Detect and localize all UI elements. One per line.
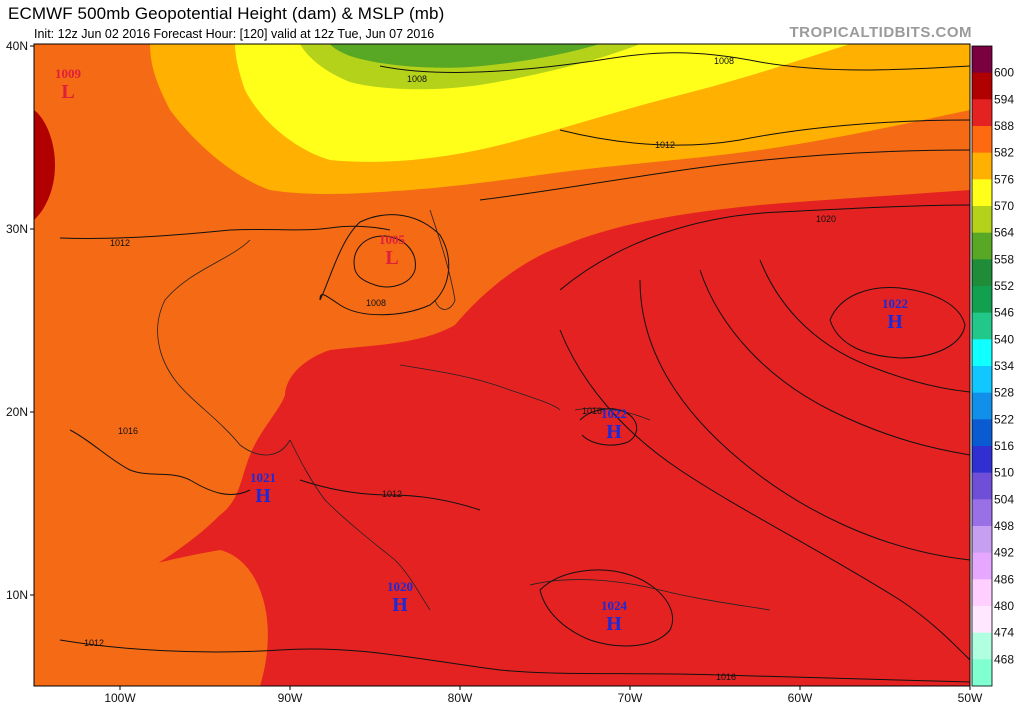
colorbar-swatch — [972, 339, 992, 367]
lon-label: 100W — [104, 691, 136, 705]
high-pressure-mark: H — [606, 613, 622, 635]
isobar-label: 1012 — [110, 238, 130, 248]
high-pressure-mark: H — [887, 311, 903, 333]
colorbar: 600 594 588 582 576 570 564 558 552 546 540 534 528 5… — [971, 45, 1014, 687]
high-pressure-mark: H — [255, 485, 271, 507]
colorbar-label: 576 — [994, 172, 1014, 186]
colorbar-label: 534 — [994, 359, 1014, 373]
colorbar-label: 468 — [994, 652, 1014, 666]
pressure-value: 1020 — [387, 579, 413, 594]
pressure-value: 1022 — [882, 296, 908, 311]
colorbar-label: 522 — [994, 412, 1014, 426]
high-pressure-mark: H — [392, 594, 408, 616]
lon-label: 90W — [278, 691, 303, 705]
colorbar-swatch — [972, 419, 992, 447]
pressure-value: 1009 — [55, 66, 82, 81]
colorbar-swatch — [972, 579, 992, 607]
colorbar-swatch — [972, 232, 992, 260]
colorbar-swatch — [972, 606, 992, 634]
colorbar-label: 510 — [994, 466, 1014, 480]
colorbar-label: 558 — [994, 252, 1014, 266]
colorbar-swatch — [972, 126, 992, 154]
isobar-labels: 1008 1008 1012 1012 1016 1020 1012 1012 1016 1016… — [84, 56, 836, 682]
colorbar-label: 528 — [994, 386, 1014, 400]
colorbar-label: 570 — [994, 199, 1014, 213]
colorbar-swatch — [972, 366, 992, 394]
colorbar-label: 594 — [994, 92, 1014, 106]
isobar-label: 1008 — [407, 74, 427, 84]
lat-label: 10N — [6, 588, 28, 602]
watermark: TROPICALTIDBITS.COM — [789, 24, 972, 41]
isobar-label: 1008 — [714, 56, 734, 66]
isobar-label: 1016 — [582, 406, 602, 416]
isobar-label: 1012 — [382, 489, 402, 499]
lat-label: 20N — [6, 405, 28, 419]
colorbar-label: 498 — [994, 519, 1014, 533]
colorbar-swatch — [972, 259, 992, 287]
lon-label: 80W — [448, 691, 473, 705]
colorbar-swatch — [972, 286, 992, 314]
high-pressure-mark: H — [606, 421, 622, 443]
colorbar-label: 486 — [994, 572, 1014, 586]
colorbar-label: 600 — [994, 66, 1014, 80]
lon-label: 50W — [958, 691, 983, 705]
isobar-label: 1012 — [84, 638, 104, 648]
colorbar-label: 546 — [994, 306, 1014, 320]
colorbar-swatch — [972, 206, 992, 234]
map-title: ECMWF 500mb Geopotential Height (dam) & … — [8, 4, 445, 23]
colorbar-swatch — [972, 392, 992, 420]
pressure-value: 1021 — [250, 470, 276, 485]
map-subtitle: Init: 12z Jun 02 2016 Forecast Hour: [12… — [34, 27, 435, 41]
map-border — [33, 43, 971, 687]
colorbar-swatch — [972, 659, 992, 687]
lon-label: 70W — [618, 691, 643, 705]
colorbar-swatch — [972, 99, 992, 127]
lat-label: 40N — [6, 39, 28, 53]
map-field — [34, 44, 970, 686]
colorbar-border — [971, 45, 993, 687]
pressure-value: 1005 — [379, 232, 406, 247]
height-band-558 — [330, 44, 600, 68]
colorbar-label: 564 — [994, 226, 1014, 240]
colorbar-label: 582 — [994, 146, 1014, 160]
colorbar-swatch — [972, 72, 992, 100]
colorbar-label: 540 — [994, 332, 1014, 346]
isobar-label: 1012 — [655, 140, 675, 150]
isobar-label: 1008 — [366, 298, 386, 308]
colorbar-swatch — [972, 179, 992, 207]
pressure-value: 1022 — [601, 406, 627, 421]
longitude-labels: 100W 90W 80W 70W 60W 50W — [104, 686, 983, 705]
colorbar-swatch — [972, 446, 992, 474]
isobar-label: 1016 — [716, 672, 736, 682]
colorbar-swatch — [972, 552, 992, 580]
colorbar-label: 552 — [994, 279, 1014, 293]
lon-label: 60W — [788, 691, 813, 705]
colorbar-label: 504 — [994, 492, 1014, 506]
colorbar-swatch — [972, 46, 992, 74]
coastlines — [157, 209, 771, 611]
isobars — [59, 52, 970, 683]
isobar-label: 1020 — [816, 214, 836, 224]
height-band-582 — [34, 44, 970, 686]
colorbar-label: 516 — [994, 439, 1014, 453]
height-band-594 — [34, 110, 55, 220]
colorbar-swatch — [972, 472, 992, 500]
colorbar-swatch — [972, 632, 992, 660]
colorbar-label: 480 — [994, 599, 1014, 613]
low-pressure-mark: L — [61, 81, 74, 103]
latitude-labels: 40N 30N 20N 10N — [6, 39, 34, 602]
low-pressure-mark: L — [385, 247, 398, 269]
colorbar-swatch — [972, 152, 992, 180]
colorbar-swatch — [972, 499, 992, 527]
isobar-label: 1016 — [118, 426, 138, 436]
lat-label: 30N — [6, 222, 28, 236]
colorbar-label: 492 — [994, 546, 1014, 560]
pressure-value: 1024 — [601, 598, 628, 613]
colorbar-label: 474 — [994, 626, 1014, 640]
colorbar-label: 588 — [994, 119, 1014, 133]
colorbar-swatch — [972, 312, 992, 340]
colorbar-swatch — [972, 526, 992, 554]
